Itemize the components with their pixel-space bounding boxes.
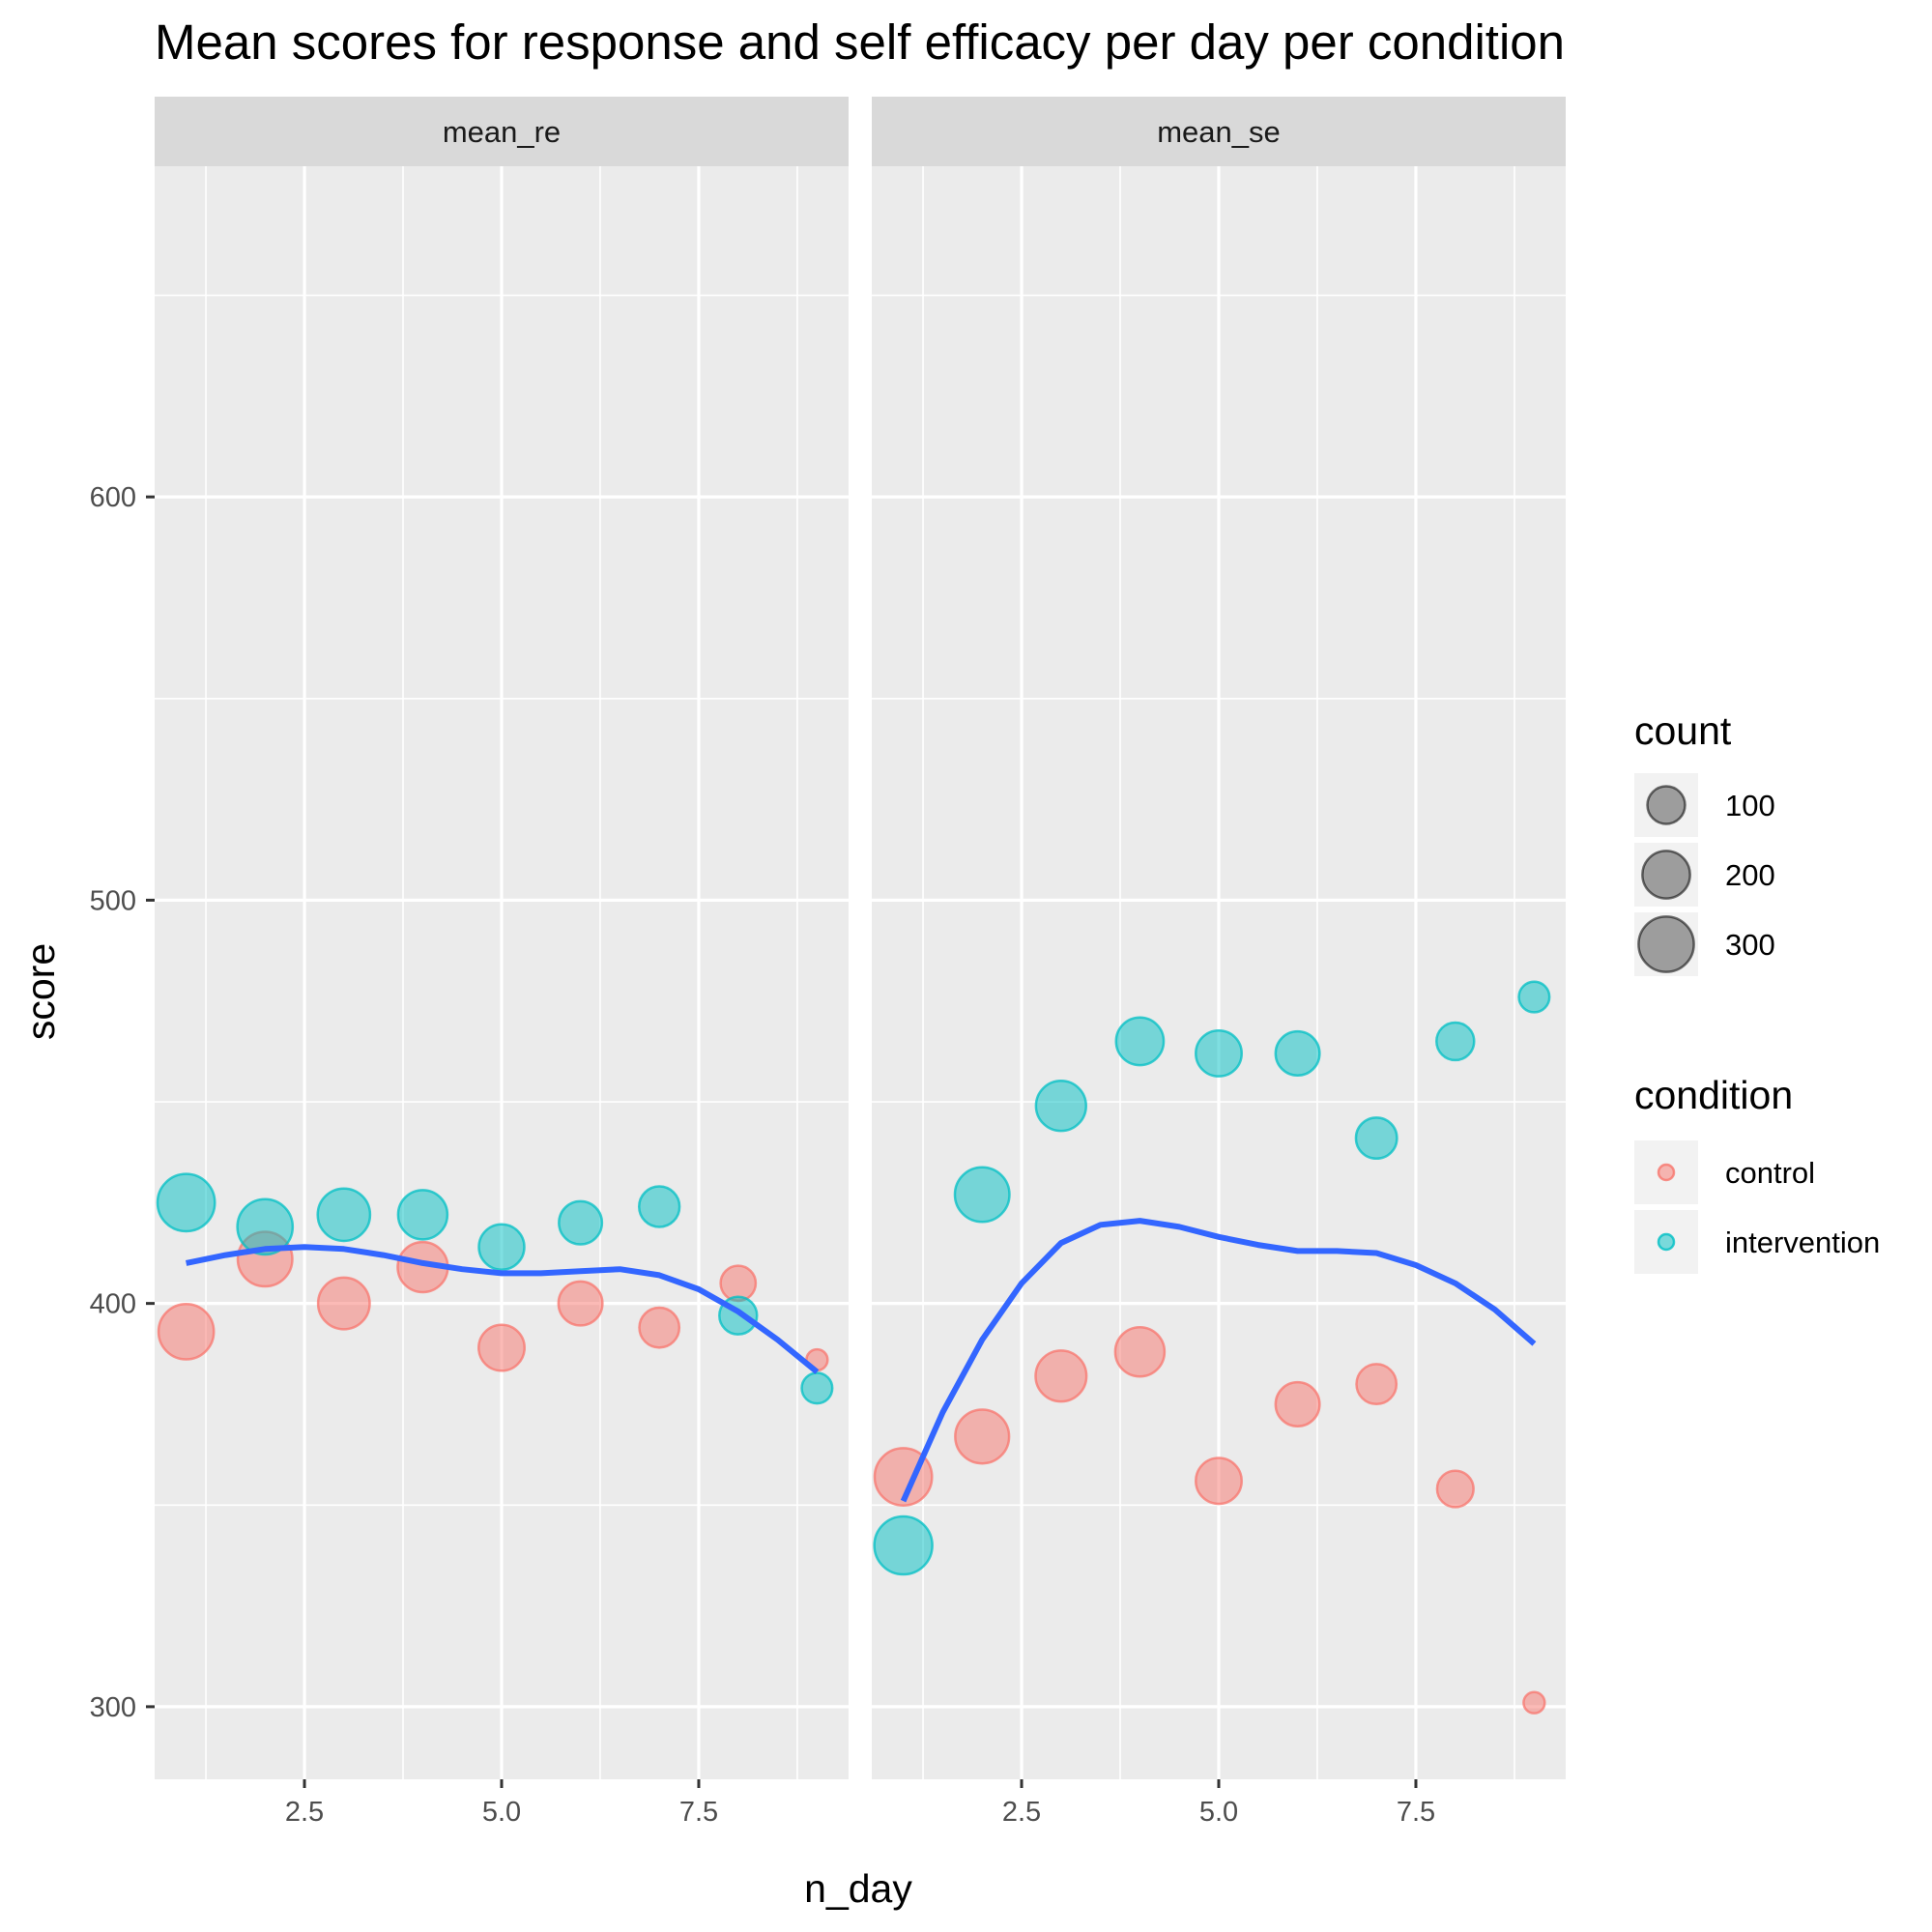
smooth-line — [900, 1218, 1537, 1503]
point-intervention — [1034, 1080, 1087, 1133]
legend: count 100 200 300 condition control interventi… — [1634, 708, 1880, 1274]
point-control — [1034, 1349, 1088, 1403]
x-tick-label: 2.5 — [285, 1797, 324, 1828]
point-control — [1435, 1469, 1475, 1509]
point-intervention — [477, 1223, 526, 1271]
facet-panel-mean_se: mean_se 2.5 5.0 7.5 — [872, 97, 1566, 1828]
point-intervention — [1114, 1016, 1166, 1067]
point-intervention — [1354, 1116, 1399, 1161]
point-intervention — [1517, 980, 1551, 1014]
x-tick-label: 7.5 — [1397, 1797, 1435, 1828]
legend-condition-label: control — [1725, 1156, 1815, 1190]
legend-size-marker — [1646, 785, 1687, 825]
point-intervention — [1274, 1029, 1321, 1077]
chart-title: Mean scores for response and self effica… — [155, 14, 1565, 70]
point-control — [1355, 1363, 1399, 1406]
point-control — [954, 1408, 1011, 1465]
legend-size-marker — [1641, 850, 1691, 900]
point-intervention — [953, 1166, 1011, 1224]
point-intervention — [873, 1514, 934, 1576]
smooth-line — [186, 1244, 820, 1374]
y-tick-label: 600 — [90, 482, 136, 513]
y-tick-label: 500 — [90, 885, 136, 916]
legend-count-label: 200 — [1725, 858, 1775, 892]
legend-condition-title: condition — [1634, 1073, 1793, 1117]
point-control — [1522, 1690, 1546, 1715]
point-intervention — [236, 1197, 295, 1256]
point-intervention — [156, 1172, 216, 1233]
legend-condition-label: intervention — [1725, 1226, 1880, 1259]
point-intervention — [1195, 1028, 1243, 1078]
point-control — [1113, 1325, 1167, 1378]
x-tick-label: 2.5 — [1002, 1797, 1041, 1828]
facet-panel-mean_re: mean_re 2.5 5.0 7.5 — [155, 97, 849, 1828]
point-control — [638, 1306, 681, 1349]
facet-strip-label: mean_se — [1157, 115, 1281, 149]
point-control — [1274, 1380, 1321, 1427]
point-control — [557, 1280, 604, 1327]
panels-layer: mean_re 2.5 5.0 7.5 mean_se 2.5 5.0 7.5 — [155, 97, 1566, 1828]
legend-count-label: 100 — [1725, 789, 1775, 822]
legend-key — [1634, 912, 1698, 976]
point-control — [477, 1323, 526, 1372]
legend-color-marker — [1657, 1163, 1676, 1182]
legend-key — [1634, 843, 1698, 907]
y-tick-label: 400 — [90, 1289, 136, 1320]
y-axis-title: score — [18, 943, 63, 1040]
legend-size-marker — [1637, 915, 1695, 973]
legend-color-marker — [1657, 1232, 1676, 1252]
legend-count-label: 300 — [1725, 928, 1775, 962]
y-tick-label: 300 — [90, 1692, 136, 1723]
y-axis: 300 400 500 600 — [90, 482, 155, 1723]
facet-strip — [872, 97, 1566, 166]
legend-count-title: count — [1634, 708, 1732, 753]
point-intervention — [637, 1185, 681, 1228]
point-intervention — [558, 1199, 604, 1246]
x-tick-label: 5.0 — [1199, 1797, 1238, 1828]
x-tick-label: 5.0 — [482, 1797, 521, 1828]
point-control — [316, 1276, 371, 1331]
point-intervention — [800, 1371, 834, 1405]
facet-strip-label: mean_re — [443, 115, 561, 149]
point-control — [1195, 1456, 1243, 1506]
facet-strip — [155, 97, 849, 166]
x-axis-title: n_day — [804, 1866, 912, 1911]
legend-key — [1634, 773, 1698, 837]
point-intervention — [396, 1189, 449, 1241]
point-control — [157, 1302, 216, 1361]
point-intervention — [1435, 1021, 1476, 1062]
x-tick-label: 7.5 — [679, 1797, 718, 1828]
point-intervention — [316, 1187, 372, 1243]
